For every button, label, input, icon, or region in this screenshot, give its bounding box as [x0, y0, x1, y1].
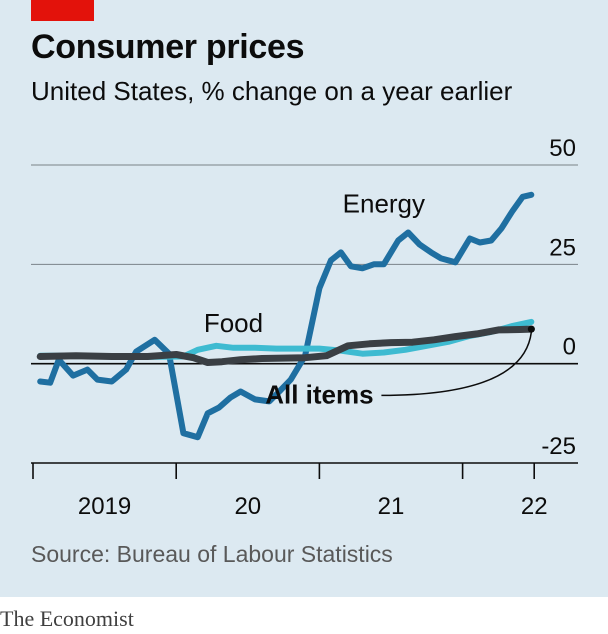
- y-tick-label: 0: [563, 334, 576, 361]
- all-items-end-marker: [527, 325, 535, 333]
- series-label-energy: Energy: [343, 189, 425, 219]
- x-tick-label: 21: [378, 493, 405, 520]
- series-line-all-items: [36, 325, 535, 366]
- chart-title: Consumer prices: [31, 28, 305, 66]
- y-tick-label: 25: [549, 234, 576, 261]
- line-chart: 50 25 0 -25 2019 20 21 22 Energy Food All items: [31, 135, 578, 520]
- publisher-credit: The Economist: [0, 606, 134, 631]
- series-line-energy: [37, 191, 535, 441]
- x-tick-label: 22: [521, 493, 548, 520]
- series-labels: Energy Food All items: [204, 189, 533, 409]
- chart-card: Consumer prices United States, % change …: [0, 0, 608, 597]
- brand-tag: [31, 0, 94, 21]
- series-label-food: Food: [204, 308, 263, 338]
- x-tick-label: 2019: [78, 493, 131, 520]
- y-tick-label: -25: [541, 433, 576, 460]
- y-axis-labels: 50 25 0 -25: [541, 135, 576, 460]
- source-note: Source: Bureau of Labour Statistics: [31, 541, 393, 567]
- gridlines: [31, 164, 578, 365]
- series-label-all-items: All items: [265, 379, 373, 409]
- x-tick-label: 20: [234, 493, 261, 520]
- all-items-leader-line: [381, 332, 533, 397]
- x-axis: 2019 20 21 22: [31, 462, 578, 520]
- series-lines: [36, 191, 535, 441]
- y-tick-label: 50: [549, 135, 576, 162]
- chart-subtitle: United States, % change on a year earlie…: [31, 76, 513, 106]
